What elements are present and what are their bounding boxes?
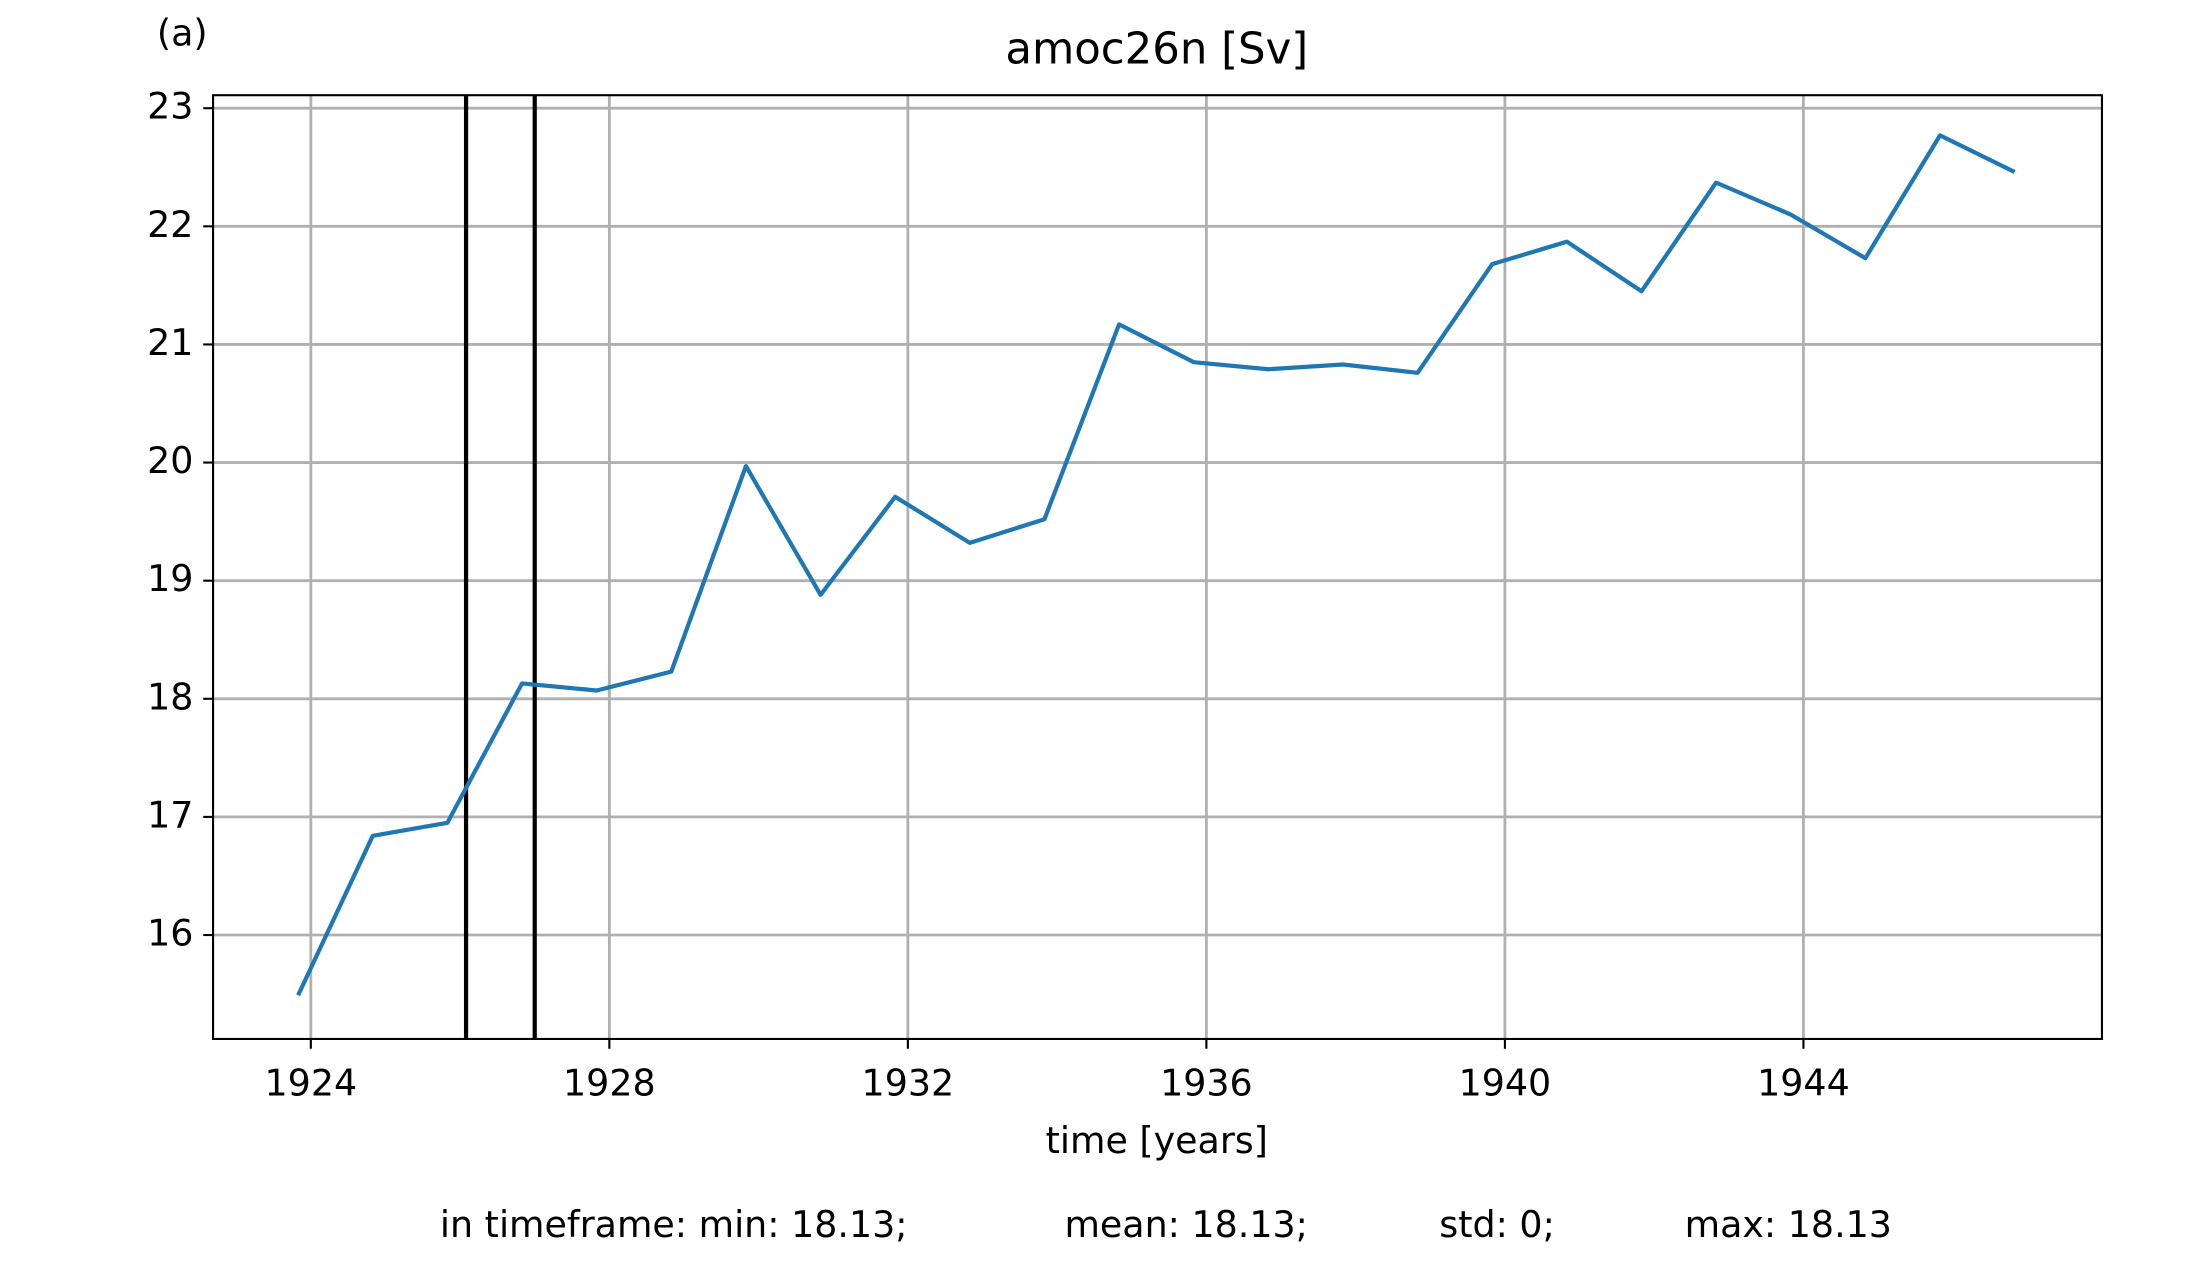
panel-label: (a) [157,12,208,55]
data-line [296,133,2016,997]
footer-text: mean: 18.13; [1064,1203,1307,1246]
y-tick-label: 17 [147,793,193,836]
x-tick-label: 1928 [563,1062,656,1105]
y-tick-label: 21 [147,321,193,364]
x-tick-label: 1924 [265,1062,358,1105]
y-tick-label: 22 [147,203,193,246]
plot-frame [212,94,2104,1041]
y-tick-label: 16 [147,912,193,955]
x-tick-label: 1944 [1757,1062,1850,1105]
y-tick-label: 23 [147,85,193,128]
y-tick-label: 20 [147,439,193,482]
y-tick-label: 19 [147,557,193,600]
x-tick-label: 1936 [1160,1062,1253,1105]
footer-text: in timeframe: min: 18.13; [440,1203,908,1246]
x-tick-label: 1940 [1459,1062,1552,1105]
x-axis-label: time [years] [1046,1119,1268,1162]
footer-text: std: 0; [1439,1203,1555,1246]
y-tick-label: 18 [147,675,193,718]
chart-title: amoc26n [Sv] [1005,24,1308,74]
x-tick-label: 1932 [862,1062,955,1105]
footer-text: max: 18.13 [1685,1203,1892,1246]
